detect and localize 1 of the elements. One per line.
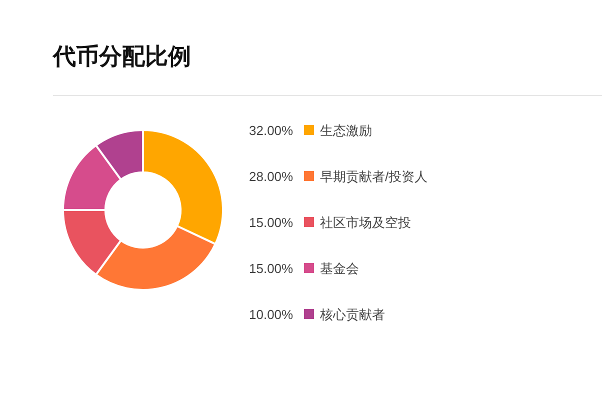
title: 代币分配比例 — [53, 43, 191, 69]
